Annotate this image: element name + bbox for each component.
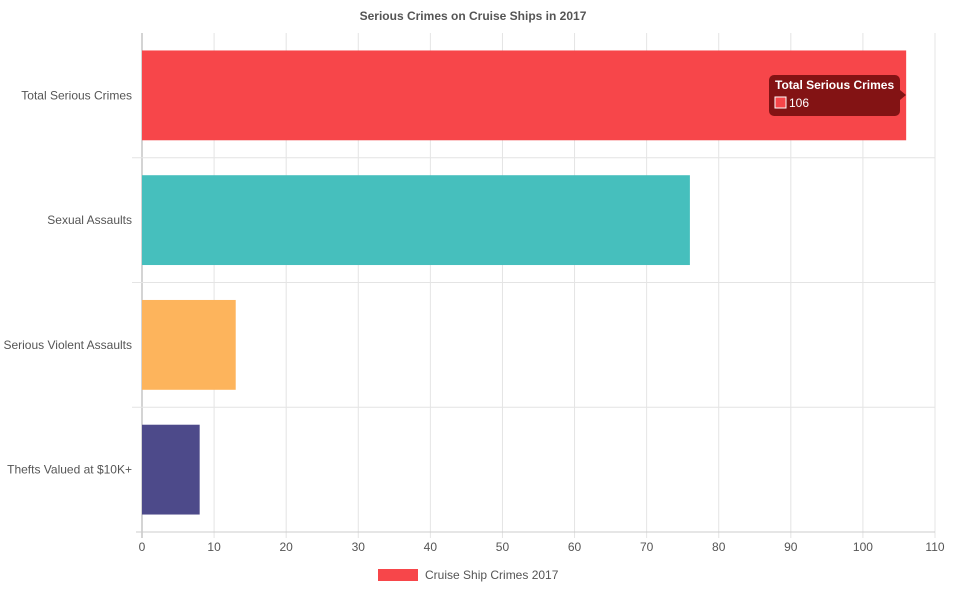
- category-labels: Total Serious Crimes Sexual Assaults Serio…: [3, 88, 132, 476]
- x-tick-label: 110: [925, 540, 944, 554]
- bars: [142, 50, 907, 515]
- tooltip: Total Serious Crimes 106: [769, 75, 906, 116]
- bar[interactable]: [142, 424, 200, 515]
- x-tick-label: 70: [640, 540, 654, 554]
- x-tick-label: 80: [712, 540, 726, 554]
- category-label: Sexual Assaults: [47, 213, 132, 227]
- x-tick-label: 40: [424, 540, 438, 554]
- chart-title: Serious Crimes on Cruise Ships in 2017: [360, 9, 587, 23]
- x-tick-labels: 0 10 20 30 40 50 60 70 80 90 100 110: [139, 540, 945, 554]
- bar[interactable]: [142, 175, 690, 266]
- category-label: Thefts Valued at $10K+: [7, 463, 132, 477]
- x-tick-label: 50: [496, 540, 510, 554]
- x-tick-label: 0: [139, 540, 146, 554]
- tooltip-title: Total Serious Crimes: [775, 78, 894, 92]
- category-label: Total Serious Crimes: [21, 88, 132, 102]
- x-tick-label: 10: [207, 540, 221, 554]
- x-tick-label: 100: [853, 540, 873, 554]
- tooltip-value: 106: [789, 96, 809, 110]
- legend-swatch[interactable]: [378, 569, 418, 581]
- x-tick-label: 20: [280, 540, 294, 554]
- tooltip-box: [769, 75, 900, 116]
- bar[interactable]: [142, 299, 236, 390]
- x-tick-label: 60: [568, 540, 582, 554]
- legend-label[interactable]: Cruise Ship Crimes 2017: [425, 568, 559, 582]
- tooltip-swatch: [774, 96, 787, 109]
- tooltip-caret: [900, 90, 906, 100]
- x-tick-label: 30: [352, 540, 366, 554]
- legend[interactable]: Cruise Ship Crimes 2017: [378, 568, 559, 582]
- x-tick-label: 90: [784, 540, 798, 554]
- category-label: Serious Violent Assaults: [3, 338, 132, 352]
